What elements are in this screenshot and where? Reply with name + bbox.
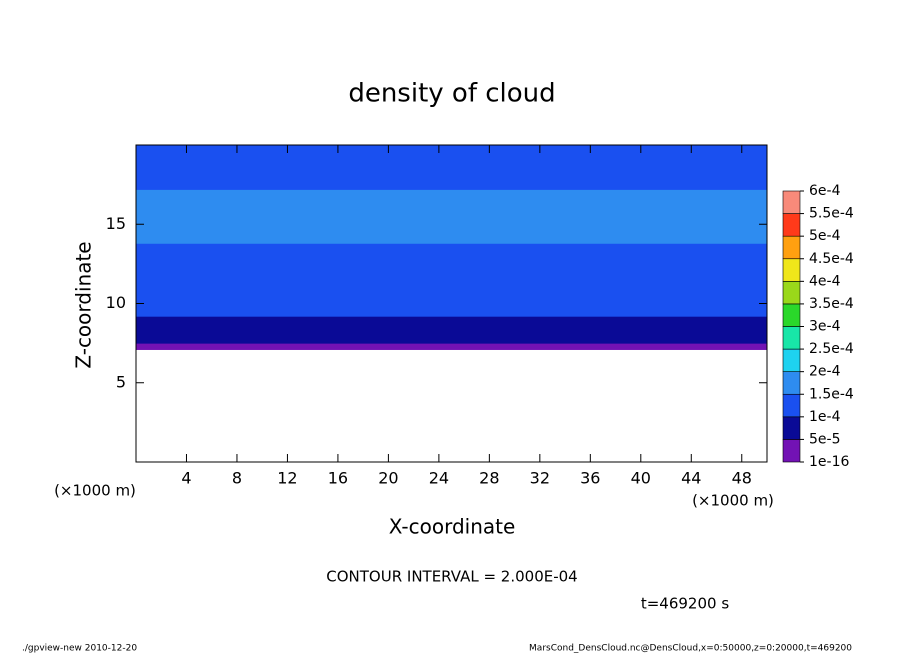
colorbar-cell <box>782 439 801 463</box>
colorbar-cell <box>782 303 801 327</box>
colorbar-label: 5e-4 <box>809 228 841 244</box>
colorbar-label: 1e-16 <box>809 454 849 470</box>
contour-band <box>136 145 767 159</box>
contour-band <box>136 173 767 190</box>
footer-right: MarsCond_DensCloud.nc@DensCloud,x=0:5000… <box>529 644 852 654</box>
x-tick-label: 28 <box>479 469 499 488</box>
colorbar-label: 3.5e-4 <box>809 296 854 312</box>
colorbar-label: 5e-5 <box>809 431 840 447</box>
colorbar-cell <box>782 235 801 260</box>
chart-title: density of cloud <box>348 79 555 109</box>
contour-interval: CONTOUR INTERVAL = 2.000E-04 <box>326 568 577 586</box>
colorbar-cell <box>782 348 801 372</box>
x-axis-label: X-coordinate <box>389 515 516 539</box>
x-tick-label: 4 <box>181 469 191 488</box>
time-label: t=469200 s <box>641 595 729 613</box>
colorbar-cell <box>782 393 801 418</box>
colorbar-label: 1e-4 <box>809 409 841 425</box>
colorbar-label: 4.5e-4 <box>809 251 854 267</box>
contour-band <box>136 274 767 297</box>
footer-left: ./gpview-new 2010-12-20 <box>22 644 137 654</box>
contour-band <box>136 343 767 350</box>
x-tick-label: 24 <box>429 469 449 488</box>
colorbar-label: 2e-4 <box>809 364 841 380</box>
colorbar-label: 4e-4 <box>809 273 841 289</box>
colorbar-cell <box>782 213 801 237</box>
colorbar-label: 1.5e-4 <box>809 386 854 402</box>
colorbar-label: 3e-4 <box>809 319 841 335</box>
colorbar-label: 2.5e-4 <box>809 341 854 357</box>
contour-band <box>136 330 767 344</box>
contour-band <box>136 295 767 317</box>
y-axis-label: Z-coordinate <box>72 241 96 368</box>
colorbar-cell <box>782 326 801 350</box>
x-tick-label: 20 <box>378 469 398 488</box>
x-tick-label: 48 <box>732 469 752 488</box>
contour-band <box>136 316 767 331</box>
colorbar-label: 5.5e-4 <box>809 206 854 222</box>
contour-band <box>136 259 767 276</box>
y-tick-label: 5 <box>116 372 126 391</box>
x-unit-right: (×1000 m) <box>692 492 774 510</box>
colorbar-cell <box>782 371 801 395</box>
colorbar-cell <box>782 416 801 440</box>
contour-band <box>136 157 767 175</box>
contour-band <box>136 243 767 260</box>
x-tick-label: 8 <box>232 469 242 488</box>
contour-band <box>136 189 767 244</box>
x-tick-label: 36 <box>580 469 600 488</box>
colorbar-cell <box>782 190 801 214</box>
x-tick-label: 16 <box>328 469 348 488</box>
colorbar-cell <box>782 281 801 305</box>
x-tick-label: 40 <box>631 469 651 488</box>
colorbar-cell <box>782 258 801 282</box>
x-tick-label: 12 <box>277 469 297 488</box>
y-tick-label: 10 <box>106 293 126 312</box>
x-unit-left: (×1000 m) <box>54 482 136 500</box>
colorbar-label: 6e-4 <box>809 183 841 199</box>
x-tick-label: 44 <box>681 469 701 488</box>
x-tick-label: 32 <box>530 469 550 488</box>
y-tick-label: 15 <box>106 214 126 233</box>
